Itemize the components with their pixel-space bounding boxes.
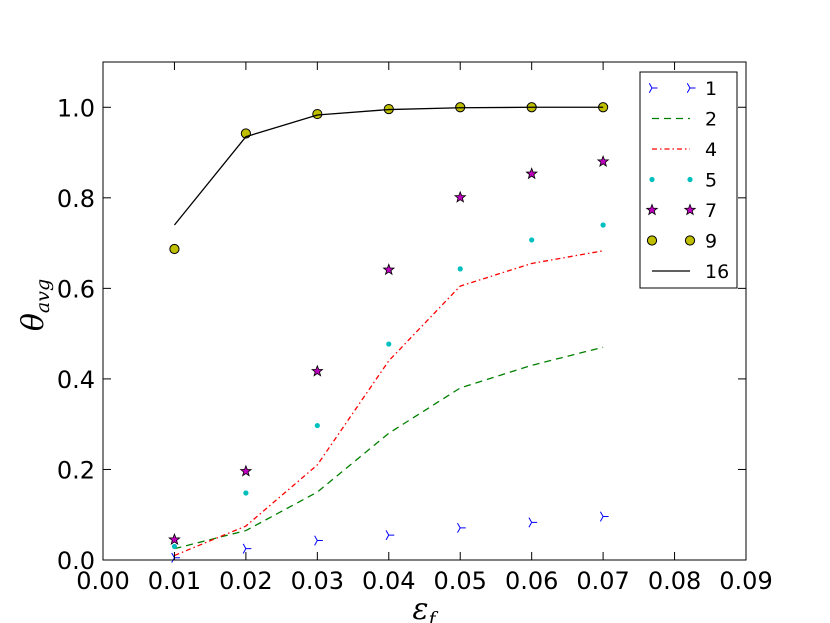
- series-1-point: [528, 517, 538, 528]
- y-tick-label: 0.4: [57, 366, 95, 394]
- y-axis-label-main: θ: [16, 313, 51, 331]
- y-tick-label: 0.6: [57, 275, 95, 303]
- series-1-point: [599, 511, 609, 522]
- series-5-point: [386, 341, 392, 347]
- plot-frame: [102, 61, 747, 561]
- legend-swatch-marker: [648, 82, 658, 94]
- series-5-point: [457, 266, 463, 272]
- series-16-line: [173, 106, 604, 226]
- x-tick-label: 0.02: [219, 567, 272, 595]
- series-1-point: [314, 535, 323, 546]
- legend-entry-9: 9: [646, 231, 717, 253]
- x-tick-label: 0.01: [148, 567, 201, 595]
- y-tick-label: 0.0: [57, 547, 95, 575]
- x-axis-label-main: ε: [412, 592, 428, 623]
- legend-label: 5: [705, 170, 717, 192]
- series-7-point: [311, 364, 324, 377]
- y-axis-label-sub: avg: [32, 279, 54, 313]
- series-1-point: [385, 530, 395, 541]
- x-axis-label: εf: [412, 592, 438, 623]
- legend-entry-5: 5: [649, 170, 717, 192]
- series-9-point: [312, 108, 323, 120]
- legend-swatch-marker: [684, 235, 696, 246]
- legend-entry-1: 1: [648, 78, 717, 100]
- series-7: [168, 154, 610, 546]
- legend-label: 9: [705, 231, 717, 253]
- x-tick-label: 0.07: [576, 567, 629, 595]
- series-7-point: [239, 464, 253, 477]
- legend-label: 1: [705, 78, 717, 100]
- x-axis-label-sub: f: [427, 608, 439, 623]
- legend-label: 2: [705, 109, 717, 131]
- legend-entry-16: 16: [652, 261, 729, 283]
- series-4-line: [174, 250, 604, 557]
- series-7-point: [596, 154, 610, 167]
- x-tick-label: 0.05: [434, 567, 487, 595]
- series-7-point: [525, 167, 538, 180]
- x-tick-label: 0.06: [505, 567, 558, 595]
- x-tick-label: 0.03: [291, 567, 344, 595]
- legend-label: 16: [705, 261, 729, 283]
- legend-swatch-marker: [683, 203, 697, 216]
- series-1-point: [457, 522, 466, 533]
- x-tick-label: 0.08: [648, 567, 701, 595]
- legend-swatch-marker: [646, 235, 658, 246]
- x-tick-label: 0.04: [362, 567, 415, 595]
- series-16: [173, 106, 604, 226]
- plot-area: [103, 62, 746, 560]
- legend-entry-4: 4: [652, 139, 717, 161]
- series-layer: [168, 102, 610, 563]
- series-9-point: [169, 243, 180, 255]
- series-5-point: [600, 222, 606, 228]
- legend-label: 4: [705, 139, 717, 161]
- series-5-point: [171, 543, 178, 550]
- series-5: [171, 222, 606, 550]
- series-5-point: [314, 422, 320, 429]
- tick-layer: 0.00 0.01 0.02 0.03 0.04 0.05 0.06 0.07 0.08 0.09…: [57, 62, 773, 595]
- legend-swatch-marker: [687, 176, 693, 183]
- legend-swatch-marker: [686, 82, 696, 94]
- legend-label: 7: [705, 200, 717, 222]
- y-tick-label: 0.2: [57, 456, 95, 484]
- series-2-line: [174, 346, 604, 550]
- series-2: [174, 346, 604, 550]
- series-5-point: [243, 490, 249, 496]
- legend-swatch-marker: [649, 176, 655, 183]
- legend: 1 2 4 5 7 9 16: [639, 71, 738, 289]
- y-axis-label: θavg: [16, 279, 54, 331]
- legend-entry-2: 2: [652, 109, 717, 131]
- legend-swatch-marker: [645, 203, 659, 216]
- series-4: [174, 250, 604, 557]
- y-tick-label: 0.8: [57, 185, 95, 213]
- series-7-point: [168, 532, 181, 546]
- series-7-point: [453, 190, 467, 203]
- series-7-point: [382, 263, 396, 276]
- legend-entry-7: 7: [645, 200, 717, 222]
- series-1-point: [242, 543, 252, 554]
- y-tick-label: 1.0: [57, 94, 95, 122]
- x-tick-label: 0.00: [76, 567, 129, 595]
- series-5-point: [529, 237, 535, 243]
- x-tick-label: 0.09: [719, 567, 772, 595]
